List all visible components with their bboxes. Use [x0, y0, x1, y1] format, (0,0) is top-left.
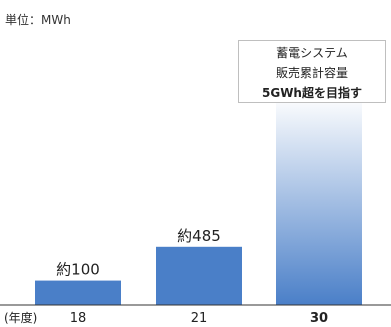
callout-line-1: 蓄電システム — [276, 46, 348, 60]
bar-30 — [276, 95, 362, 305]
tick-label-18: 18 — [70, 311, 87, 326]
bar-18 — [35, 280, 121, 305]
value-label-21: 約485 — [177, 227, 221, 245]
callout-line-3: 5GWh超を目指す — [262, 86, 362, 100]
bar-21 — [156, 246, 242, 305]
tick-label-30: 30 — [310, 311, 328, 326]
callout-line-2: 販売累計容量 — [275, 66, 348, 80]
tick-label-21: 21 — [191, 311, 208, 326]
unit-label: 単位：MWh — [5, 13, 71, 27]
x-axis-prefix: (年度) — [4, 310, 37, 325]
target-callout: 蓄電システム 販売累計容量 5GWh超を目指す — [238, 40, 386, 103]
value-label-18: 約100 — [56, 261, 100, 279]
